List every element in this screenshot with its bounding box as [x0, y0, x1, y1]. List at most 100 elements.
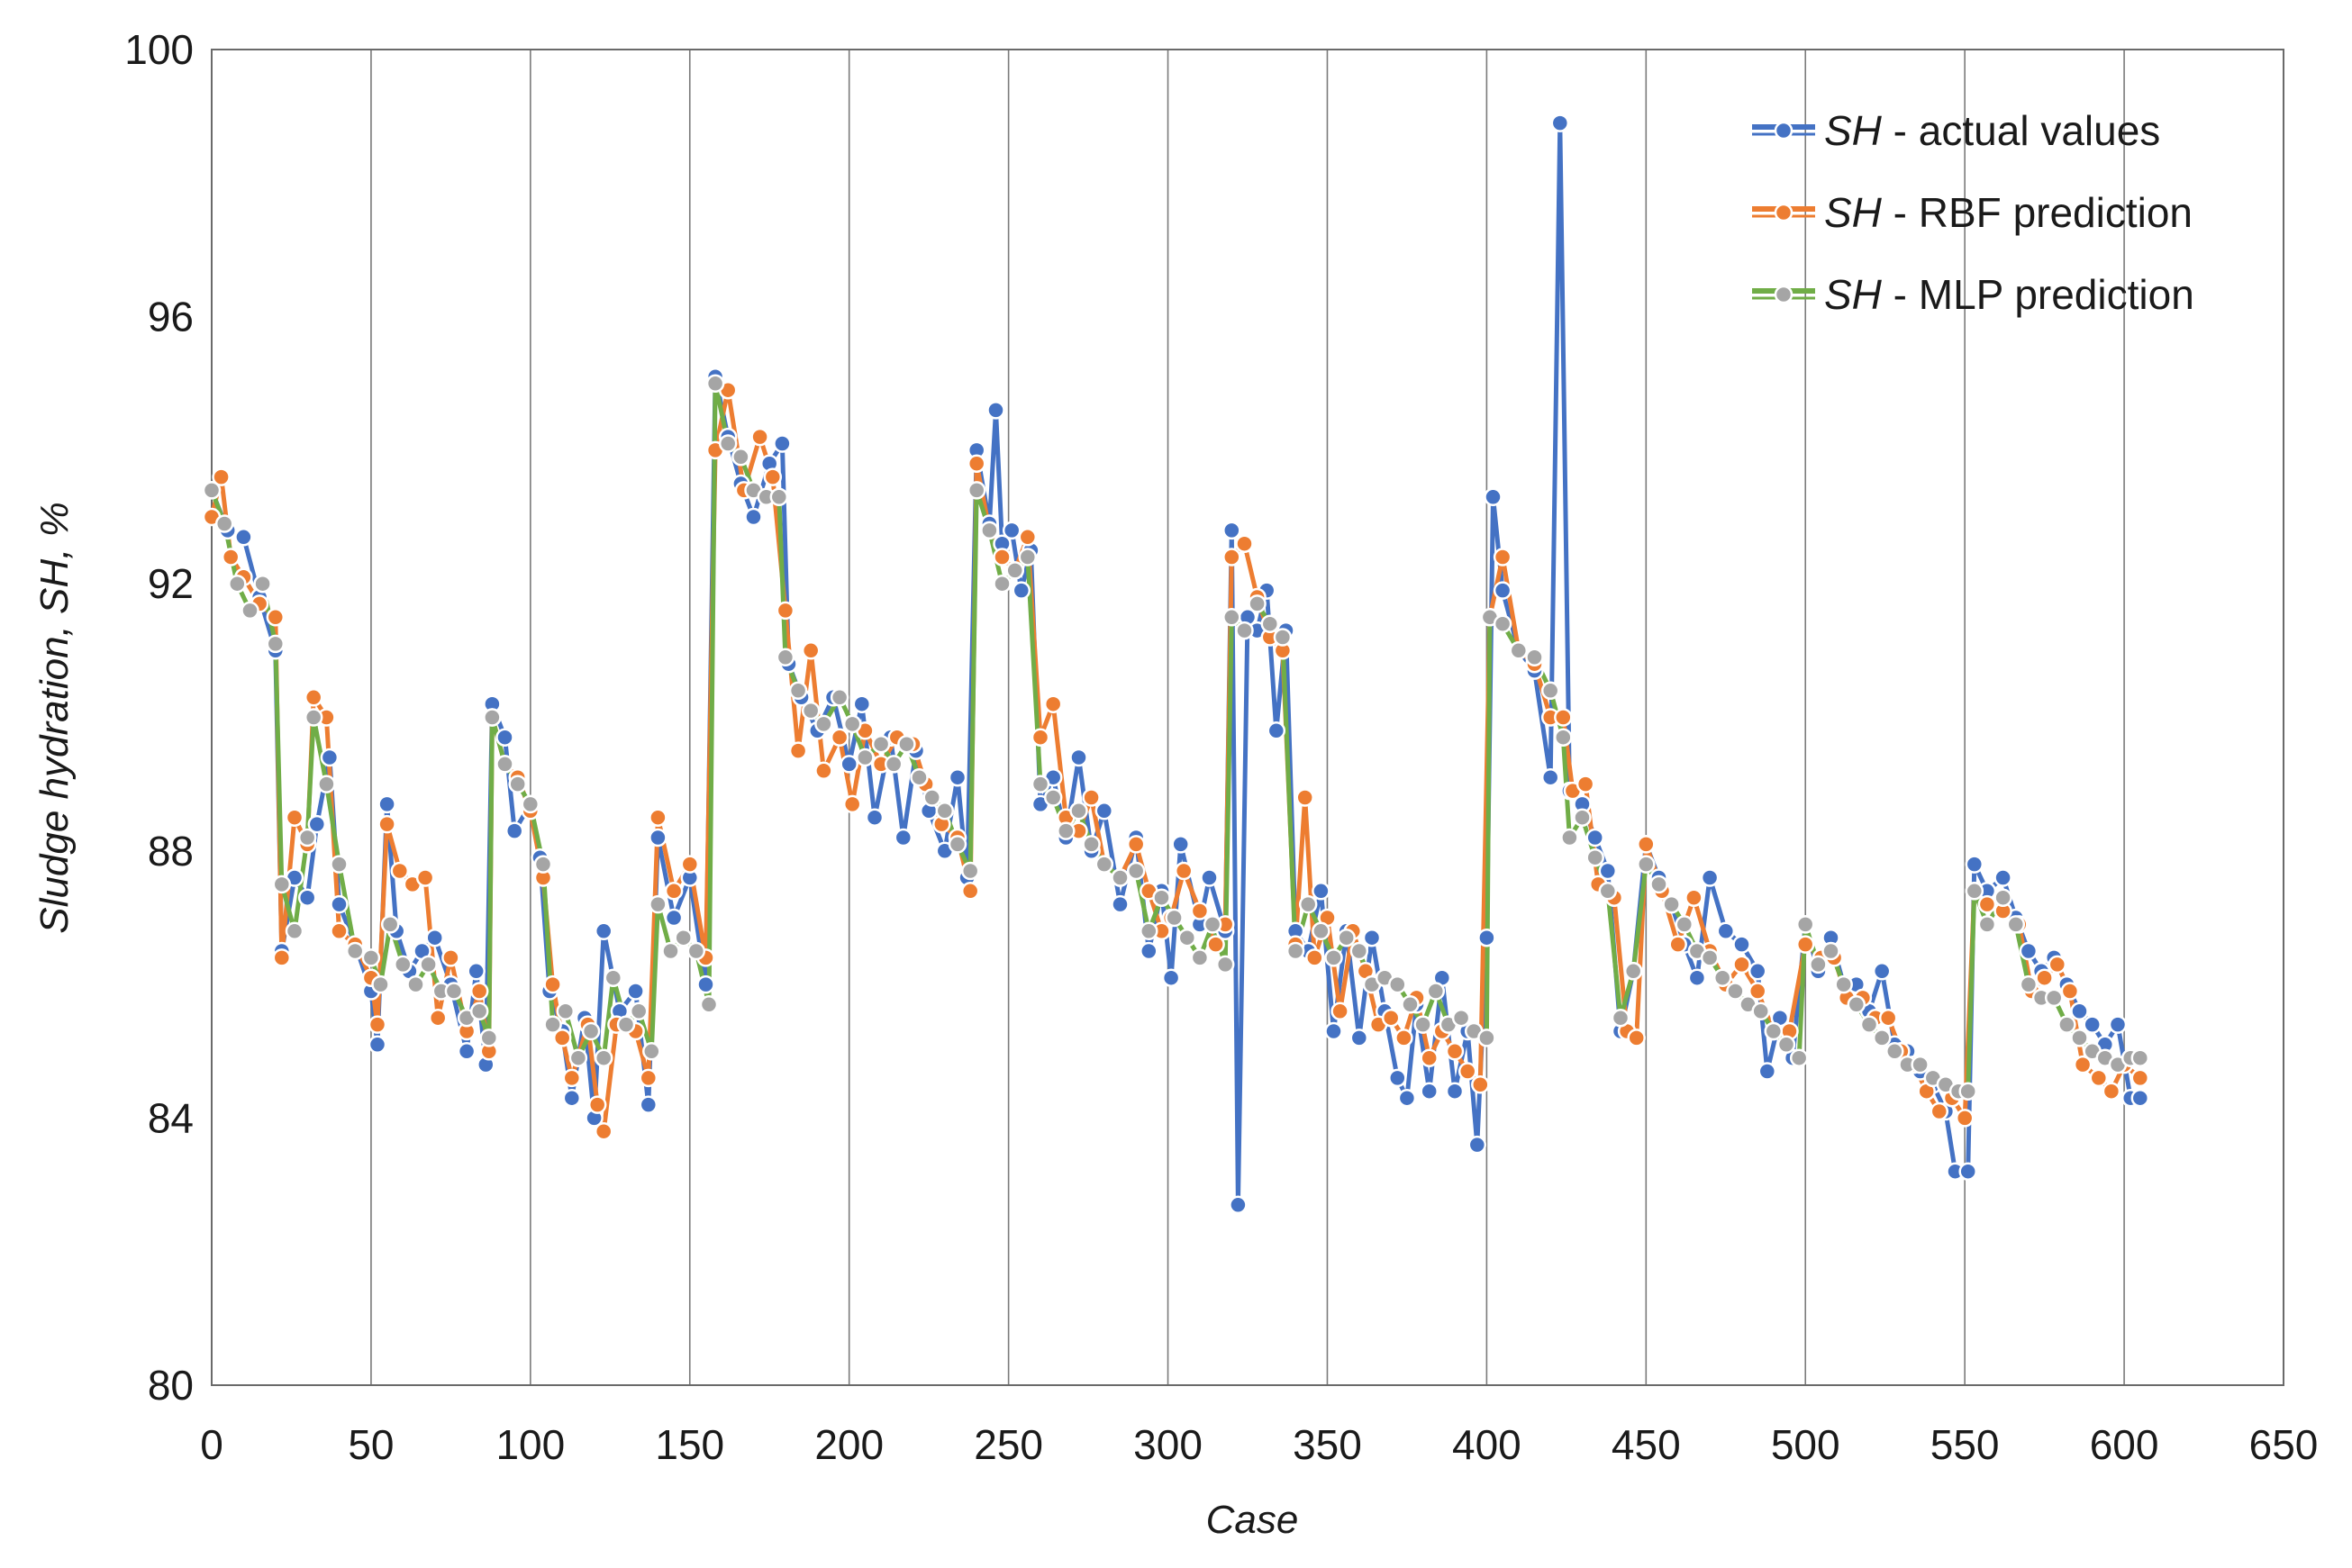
- data-point: [769, 487, 789, 507]
- data-point: [2102, 1082, 2121, 1101]
- data-point: [1267, 721, 1286, 740]
- data-point: [1420, 1082, 1439, 1101]
- data-point: [307, 814, 327, 834]
- data-point: [1111, 868, 1130, 887]
- data-point: [1362, 928, 1382, 947]
- data-point: [649, 894, 667, 914]
- data-point: [1751, 1002, 1770, 1021]
- data-point: [587, 1095, 607, 1114]
- data-point: [1140, 921, 1158, 941]
- legend-marker: [1774, 121, 1794, 140]
- data-point: [1324, 948, 1343, 967]
- data-point: [814, 714, 833, 734]
- data-point: [1420, 1048, 1439, 1067]
- vertical-gridlines: [370, 50, 2125, 1385]
- data-point: [616, 1015, 636, 1034]
- data-point: [1174, 861, 1194, 881]
- data-point: [1388, 974, 1407, 994]
- data-point: [1958, 1162, 1977, 1181]
- data-point: [234, 528, 253, 547]
- data-point: [639, 1068, 658, 1088]
- series-layer: [202, 113, 2150, 1215]
- data-point: [788, 681, 808, 701]
- data-point: [317, 775, 336, 793]
- data-point: [330, 894, 349, 914]
- data-point: [865, 808, 885, 827]
- data-point: [1637, 835, 1656, 854]
- x-tick-label: 150: [655, 1421, 724, 1468]
- data-point: [2048, 955, 2067, 974]
- data-point: [1687, 968, 1707, 987]
- data-point: [483, 708, 502, 727]
- data-point: [562, 1068, 582, 1088]
- data-point: [1623, 962, 1643, 981]
- data-point: [1471, 1075, 1490, 1094]
- data-point: [1337, 928, 1356, 947]
- data-point: [1525, 648, 1544, 667]
- data-point: [1445, 1082, 1465, 1101]
- x-tick-label: 350: [1293, 1421, 1362, 1468]
- data-point: [380, 915, 400, 934]
- data-point: [1477, 928, 1496, 947]
- data-point: [221, 548, 241, 566]
- data-point: [285, 808, 304, 827]
- data-point: [552, 1029, 572, 1047]
- data-point: [390, 861, 410, 881]
- data-point: [2108, 1015, 2128, 1034]
- data-point: [788, 741, 808, 760]
- data-point: [2060, 982, 2080, 1001]
- data-point: [1002, 521, 1022, 540]
- x-tick-label: 300: [1133, 1421, 1203, 1468]
- data-point: [1094, 802, 1114, 820]
- data-point: [604, 968, 623, 987]
- data-point: [1285, 941, 1305, 961]
- data-point: [1082, 835, 1101, 854]
- data-point: [1005, 561, 1024, 580]
- data-point: [1222, 521, 1241, 540]
- data-point: [1993, 868, 2012, 887]
- data-point: [967, 481, 986, 500]
- data-point: [2083, 1015, 2102, 1034]
- x-tick-label: 0: [200, 1421, 223, 1468]
- data-point: [2130, 1088, 2150, 1108]
- legend-symbol: SH: [1824, 189, 1883, 236]
- data-point: [642, 1042, 661, 1061]
- data-point: [1235, 534, 1254, 553]
- data-point: [1018, 528, 1038, 547]
- data-point: [1627, 1029, 1646, 1047]
- data-point: [1493, 581, 1512, 600]
- data-point: [368, 1015, 387, 1034]
- data-point: [1171, 835, 1190, 854]
- data-point: [1795, 915, 1815, 934]
- data-point: [1401, 995, 1420, 1014]
- data-point: [1878, 1008, 1898, 1028]
- data-point: [1509, 641, 1529, 660]
- data-point: [371, 974, 390, 994]
- data-point: [1273, 628, 1293, 647]
- data-point: [594, 1048, 613, 1067]
- x-tick-label: 250: [974, 1421, 1043, 1468]
- data-point: [1161, 968, 1181, 987]
- data-point: [2073, 1055, 2093, 1074]
- data-point: [626, 982, 645, 1001]
- data-point: [1668, 935, 1687, 954]
- data-point: [649, 828, 667, 847]
- y-tick-label: 92: [148, 560, 194, 607]
- data-point: [935, 802, 955, 820]
- data-point: [469, 1002, 489, 1021]
- data-point: [1215, 955, 1235, 974]
- data-point: [1397, 1088, 1417, 1108]
- data-point: [1847, 995, 1866, 1014]
- data-point: [428, 1008, 448, 1028]
- data-point: [495, 728, 514, 747]
- data-point: [1872, 1029, 1892, 1047]
- data-point: [1018, 548, 1038, 566]
- data-point: [840, 755, 858, 774]
- data-point: [674, 928, 693, 947]
- data-point: [960, 861, 980, 881]
- y-tick-label: 84: [148, 1094, 194, 1141]
- data-point: [773, 434, 792, 453]
- data-point: [1965, 882, 1984, 901]
- data-point: [533, 855, 553, 874]
- data-point: [1426, 982, 1446, 1001]
